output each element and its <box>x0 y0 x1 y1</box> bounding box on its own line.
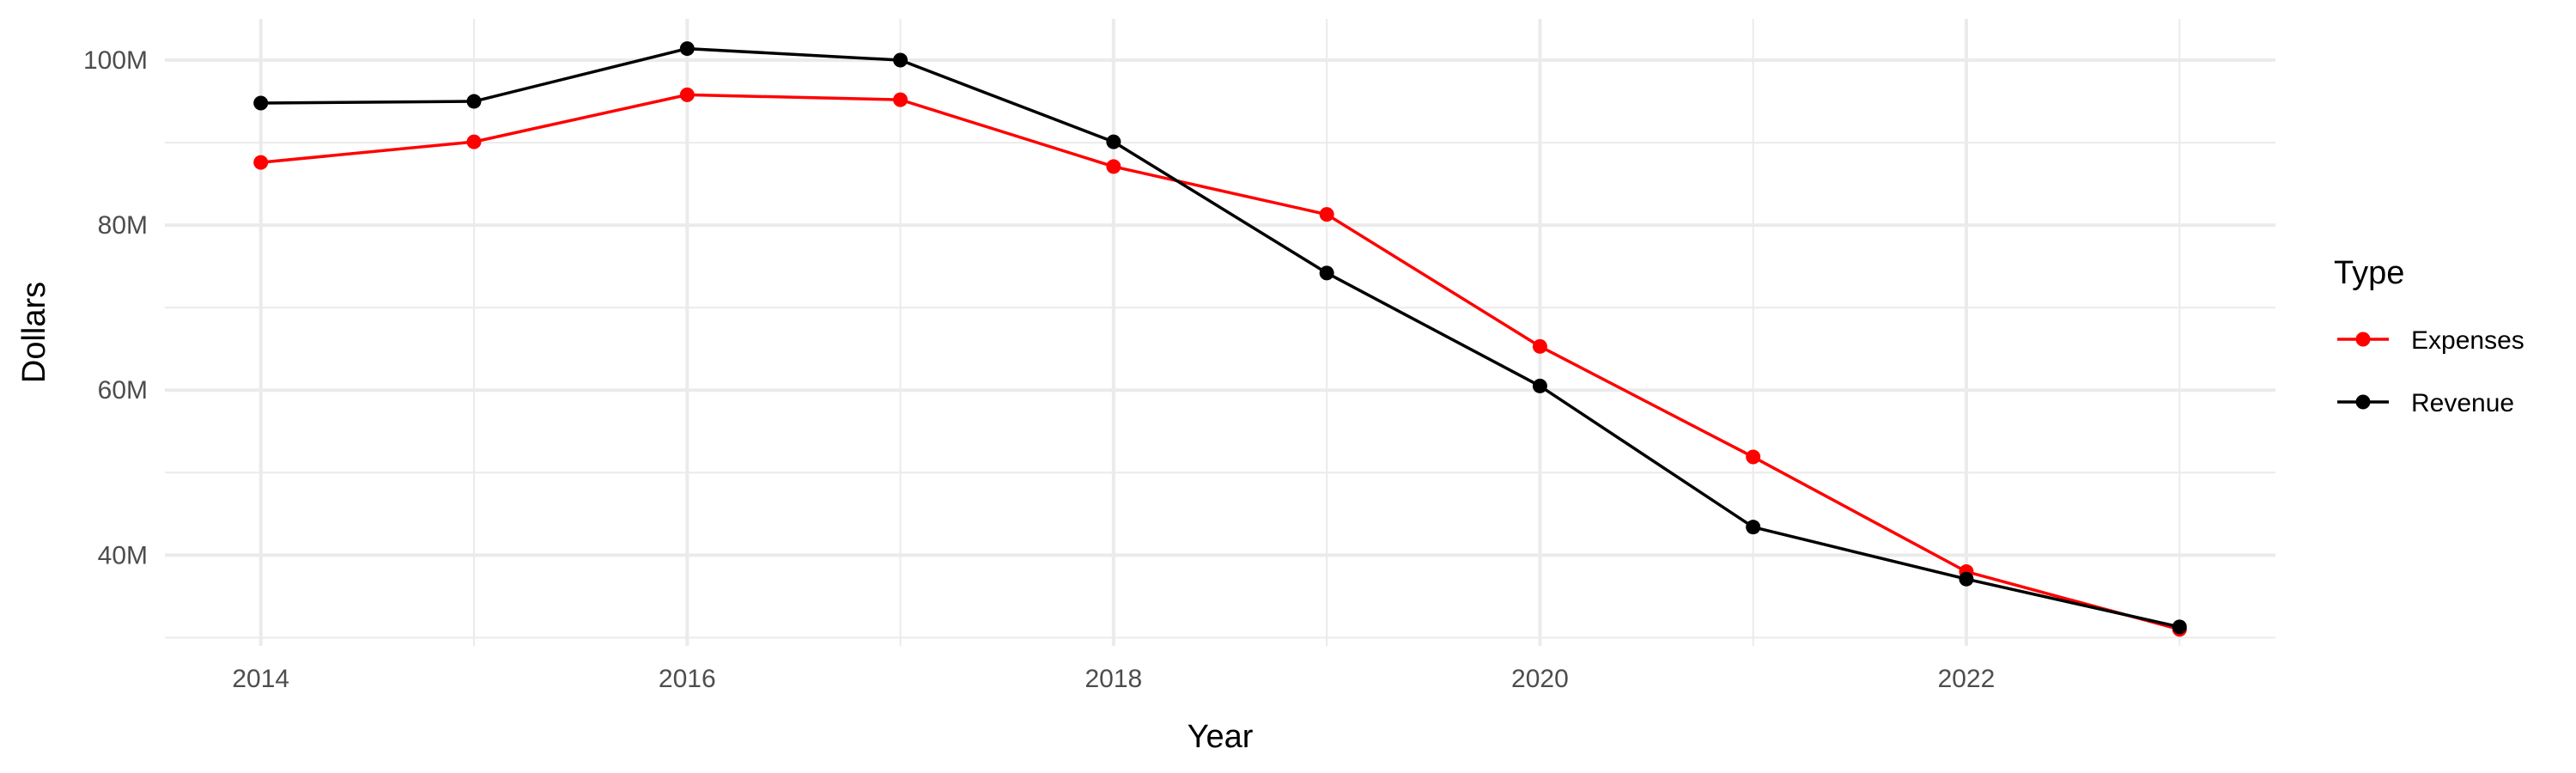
data-point-expenses <box>253 155 269 170</box>
x-axis-title: Year <box>1188 719 1254 755</box>
legend-title: Type <box>2334 255 2404 291</box>
legend-key-point <box>2355 394 2371 410</box>
x-tick-label: 2016 <box>659 665 716 693</box>
series <box>253 41 2187 637</box>
legend-label: Expenses <box>2411 326 2524 355</box>
series-line-expenses <box>260 93 2180 631</box>
x-tick-label: 2014 <box>232 665 289 693</box>
legend-item: Expenses <box>2337 326 2524 355</box>
data-point-revenue <box>1532 378 1547 393</box>
y-tick-label: 100M <box>83 46 148 75</box>
axes: Year Dollars 2014 2016 2018 2020 2022 40M 60M 8… <box>16 46 1995 755</box>
data-point-expenses <box>1532 338 1547 354</box>
legend-item: Revenue <box>2337 389 2514 417</box>
data-point-revenue <box>679 41 695 57</box>
x-tick-label: 2018 <box>1084 665 1142 693</box>
data-point-revenue <box>893 52 908 68</box>
data-point-revenue <box>2172 619 2187 635</box>
data-point-revenue <box>466 94 482 109</box>
grid <box>165 19 2275 646</box>
x-tick-label: 2020 <box>1511 665 1569 693</box>
data-point-expenses <box>1319 207 1334 222</box>
y-tick-label: 40M <box>98 541 148 569</box>
y-tick-label: 80M <box>98 211 148 240</box>
x-tick-label: 2022 <box>1938 665 1996 693</box>
y-axis-title: Dollars <box>16 282 52 383</box>
data-point-expenses <box>1746 449 1761 465</box>
series-revenue <box>253 41 2187 635</box>
data-point-revenue <box>1106 134 1121 149</box>
data-point-revenue <box>1959 571 1974 587</box>
data-point-revenue <box>1319 265 1334 281</box>
data-point-revenue <box>1746 520 1761 535</box>
data-point-expenses <box>1106 159 1121 174</box>
y-tick-label: 60M <box>98 376 148 405</box>
legend-key-point <box>2355 332 2371 347</box>
legend: Type Expenses Revenue <box>2334 255 2524 417</box>
data-point-expenses <box>466 134 482 149</box>
data-point-expenses <box>679 87 695 102</box>
data-point-revenue <box>253 95 269 111</box>
series-line-revenue <box>260 46 2180 629</box>
legend-label: Revenue <box>2411 389 2514 417</box>
data-point-expenses <box>893 92 908 107</box>
